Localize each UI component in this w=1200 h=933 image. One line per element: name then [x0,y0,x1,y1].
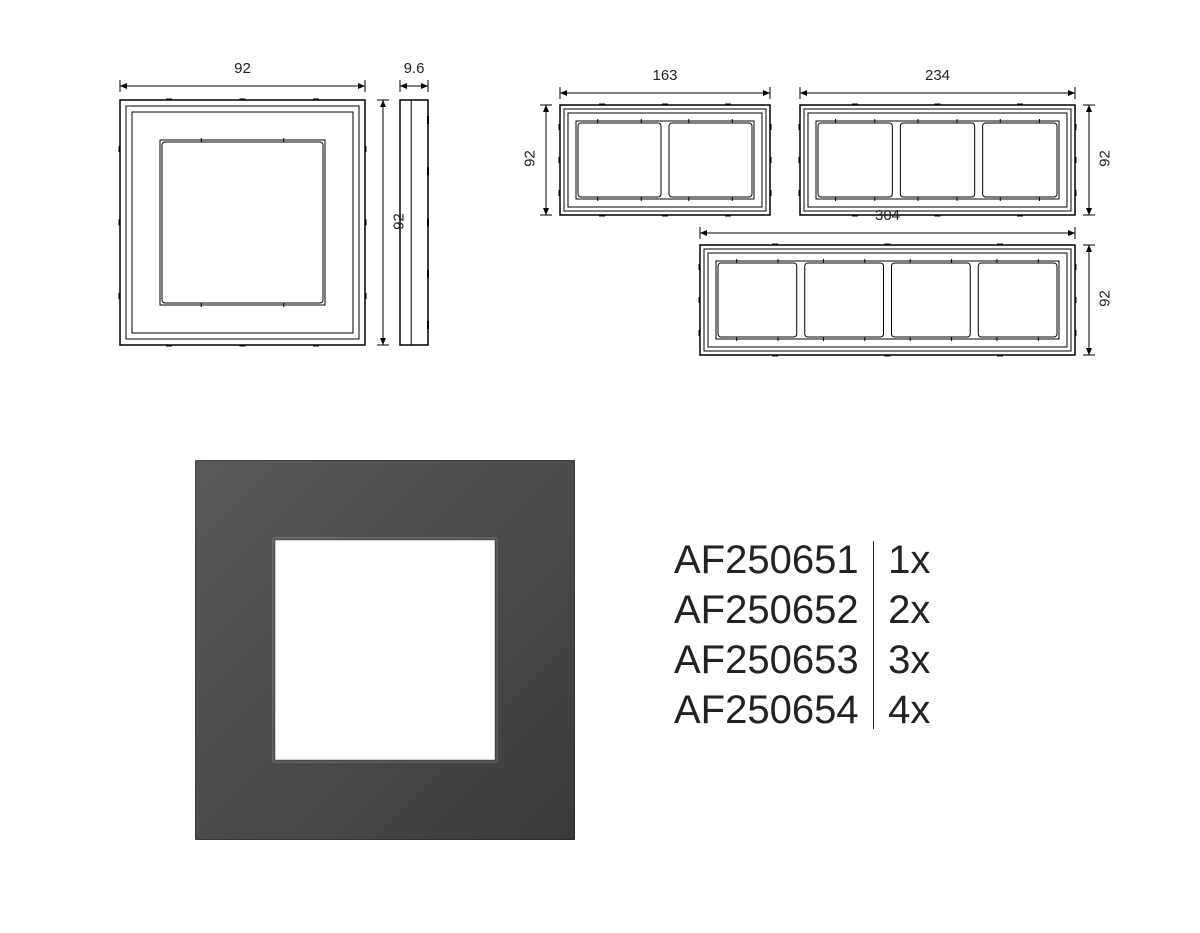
sku-code: AF250653 [674,635,859,685]
dim-triple-width: 234 [908,67,968,84]
dim-double-height: 92 [522,129,539,189]
technical-drawings-svg [0,0,1200,933]
sku-code: AF250651 [674,535,859,585]
dim-quad-height: 92 [1097,269,1114,329]
sku-qty: 2x [888,585,930,635]
dim-single-width: 92 [213,60,273,77]
sku-qty: 3x [888,635,930,685]
dim-double-width: 163 [635,67,695,84]
sku-table: AF250651AF250652AF250653AF250654 1x2x3x4… [660,535,944,735]
sku-qty-column: 1x2x3x4x [874,535,944,735]
dim-triple-height: 92 [1097,129,1114,189]
sku-codes-column: AF250651AF250652AF250653AF250654 [660,535,873,735]
dim-single-depth: 9.6 [384,60,444,77]
dim-quad-width: 304 [858,207,918,224]
sku-code: AF250652 [674,585,859,635]
frame-product-render [195,460,575,840]
sku-qty: 1x [888,535,930,585]
sku-code: AF250654 [674,685,859,735]
sku-qty: 4x [888,685,930,735]
dim-single-height: 92 [391,191,408,251]
